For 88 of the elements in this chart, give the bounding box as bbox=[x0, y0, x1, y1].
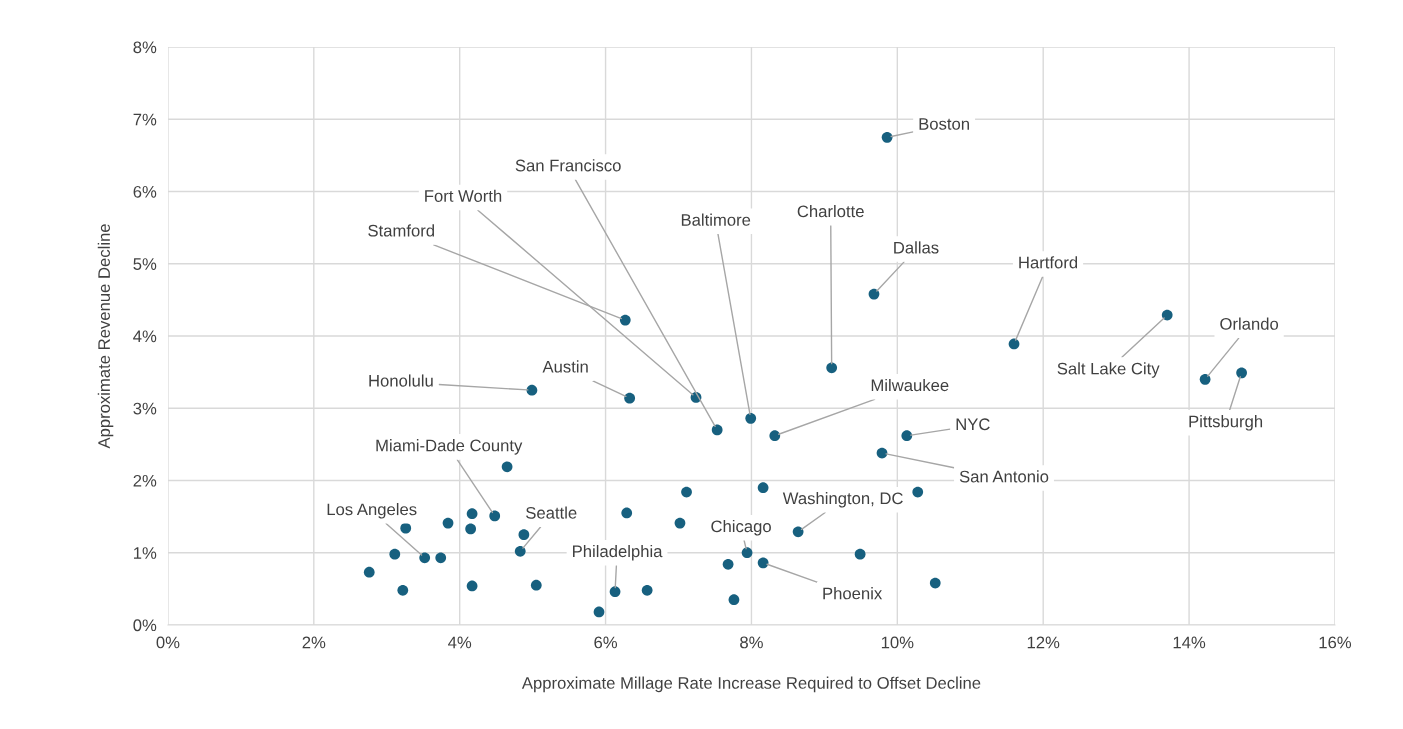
annotation: Charlotte bbox=[797, 205, 864, 218]
annotation: Miami-Dade County bbox=[376, 439, 523, 455]
annotation: Seattle bbox=[526, 506, 577, 519]
point bbox=[728, 594, 740, 606]
annotation: San Antonio bbox=[959, 470, 1049, 483]
point bbox=[641, 584, 653, 596]
point bbox=[854, 548, 866, 560]
point bbox=[912, 486, 924, 498]
x-tick-label: 10% bbox=[881, 636, 914, 649]
y-tick-label: 5% bbox=[133, 258, 157, 270]
point bbox=[769, 430, 781, 442]
y-tick-label: 8% bbox=[133, 41, 157, 54]
point bbox=[518, 529, 530, 541]
y-axis-title: Approximate Revenue Decline bbox=[97, 224, 114, 449]
x-tick-label: 12% bbox=[1027, 636, 1060, 649]
point bbox=[868, 288, 880, 300]
point bbox=[621, 507, 633, 519]
x-tick-label: 2% bbox=[302, 636, 326, 649]
annotation: Boston bbox=[919, 118, 969, 130]
point bbox=[757, 557, 769, 569]
point bbox=[1008, 338, 1020, 350]
point bbox=[466, 508, 478, 520]
annotation: Philadelphia bbox=[573, 544, 663, 561]
point bbox=[526, 384, 538, 396]
annotation: Chicago bbox=[711, 519, 771, 536]
point bbox=[876, 447, 888, 459]
y-tick-label: 0% bbox=[133, 619, 157, 632]
point bbox=[681, 486, 692, 498]
annotation: Washington, DC bbox=[782, 492, 903, 508]
point bbox=[722, 558, 734, 570]
point bbox=[501, 461, 513, 473]
y-tick-label: 2% bbox=[133, 474, 157, 487]
point bbox=[1161, 309, 1173, 321]
point bbox=[419, 552, 431, 564]
y-tick-label: 3% bbox=[133, 402, 157, 415]
annotation: Salt Lake City bbox=[1057, 362, 1160, 378]
annotation: Baltimore bbox=[681, 213, 751, 226]
annotation: Stamford bbox=[368, 224, 434, 237]
x-tick-label: 14% bbox=[1173, 636, 1206, 649]
x-tick-label: 8% bbox=[740, 636, 763, 649]
annotation: Fort Worth bbox=[425, 189, 502, 202]
annotation: Austin bbox=[542, 360, 588, 373]
point bbox=[442, 517, 454, 529]
annotation: Los Angeles bbox=[327, 503, 417, 519]
point bbox=[400, 522, 412, 534]
point bbox=[530, 579, 542, 591]
point bbox=[674, 517, 686, 529]
x-tick-label: 0% bbox=[156, 636, 180, 649]
point bbox=[514, 545, 526, 557]
annotation: Orlando bbox=[1220, 317, 1279, 330]
point bbox=[826, 362, 838, 374]
point bbox=[466, 580, 478, 592]
point bbox=[363, 566, 375, 578]
point bbox=[1236, 367, 1247, 379]
point bbox=[389, 548, 401, 560]
y-tick-label: 6% bbox=[133, 185, 157, 198]
annotation: Milwaukee bbox=[871, 378, 949, 392]
annotation: Honolulu bbox=[369, 374, 433, 387]
annotation: San Francisco bbox=[515, 159, 621, 172]
x-tick-label: 16% bbox=[1319, 636, 1352, 649]
point bbox=[929, 577, 941, 589]
annotation: Hartford bbox=[1019, 256, 1078, 269]
x-axis-title: Approximate Millage Rate Increase Required to Offset Decline bbox=[521, 676, 981, 693]
point bbox=[792, 526, 804, 538]
annotation: NYC bbox=[956, 418, 990, 431]
point bbox=[619, 314, 631, 326]
x-tick-label: 6% bbox=[594, 636, 618, 649]
point bbox=[489, 510, 501, 522]
annotation: Dallas bbox=[894, 241, 939, 254]
y-tick-label: 4% bbox=[133, 330, 157, 343]
point bbox=[901, 430, 913, 442]
point bbox=[624, 392, 636, 404]
point bbox=[609, 586, 621, 598]
x-tick-label: 4% bbox=[448, 636, 472, 649]
point bbox=[435, 552, 447, 564]
point bbox=[711, 424, 723, 436]
point bbox=[741, 547, 753, 559]
point bbox=[745, 412, 757, 424]
annotation: Pittsburgh bbox=[1189, 415, 1263, 431]
point bbox=[757, 482, 769, 494]
point bbox=[465, 523, 477, 535]
annotation: Phoenix bbox=[823, 587, 883, 600]
point bbox=[397, 584, 409, 596]
point bbox=[1199, 373, 1211, 385]
point bbox=[593, 606, 605, 618]
y-tick-label: 1% bbox=[134, 547, 157, 559]
y-tick-label: 7% bbox=[133, 113, 157, 126]
point bbox=[881, 131, 893, 143]
